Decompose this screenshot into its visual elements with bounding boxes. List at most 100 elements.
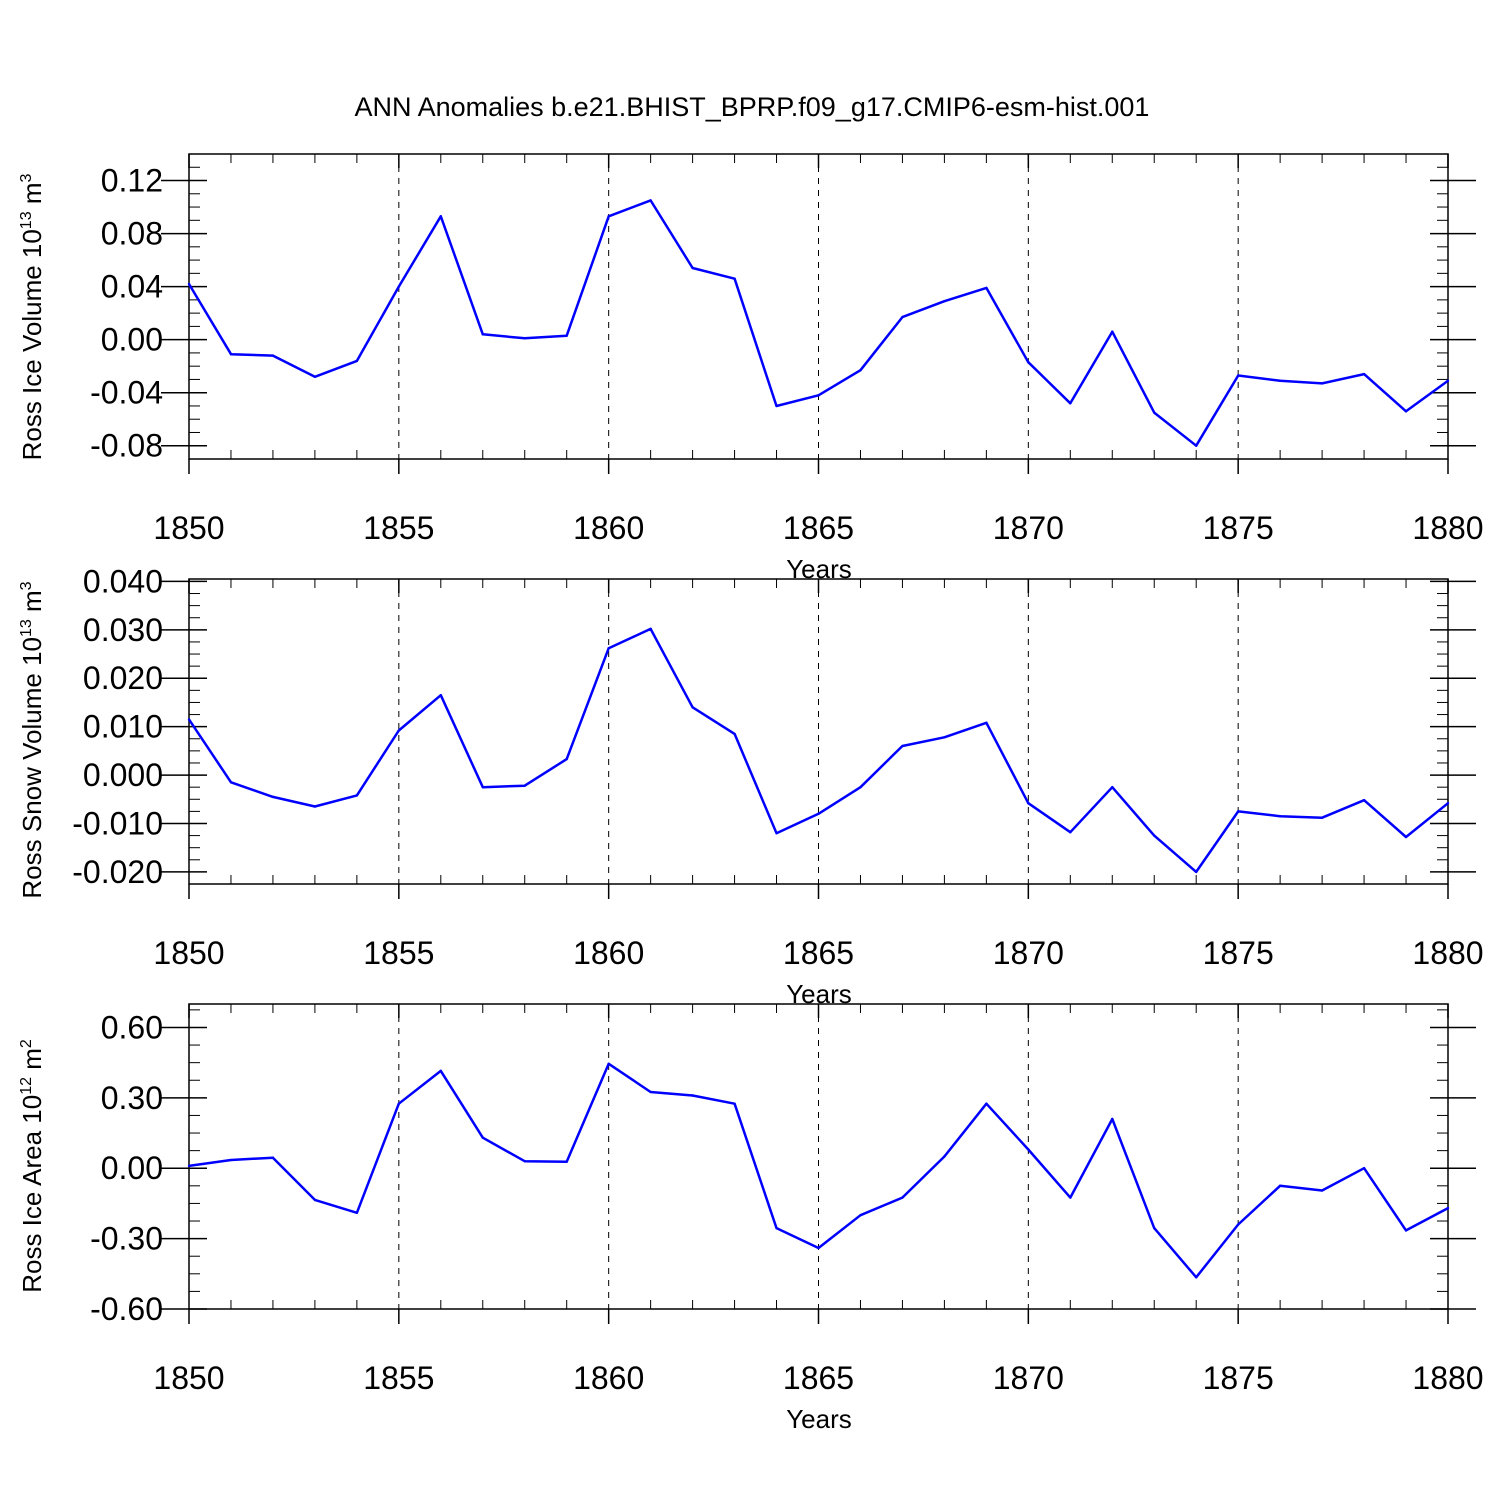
chart-panel-2: 1850 1855 1860 1865 1870 1875 1880 -0.020 -0.010… <box>17 563 1484 1009</box>
data-point <box>985 286 988 290</box>
data-point <box>817 394 820 397</box>
data-point <box>901 1196 904 1199</box>
x-tick-label: 1855 <box>363 935 434 971</box>
y-tick-label: -0.04 <box>90 375 163 411</box>
data-point <box>1069 1196 1072 1199</box>
data-point <box>313 375 317 378</box>
data-point <box>1236 374 1240 377</box>
data-point <box>817 812 820 816</box>
chart-panel-3: 1850 1855 1860 1865 1870 1875 1880 -0.60 -0.30 0.… <box>17 1003 1484 1434</box>
data-point <box>229 353 233 356</box>
data-point <box>1404 410 1408 413</box>
data-point <box>733 732 736 736</box>
data-point <box>1153 411 1156 414</box>
data-point <box>1069 830 1072 834</box>
y-tick-label: 0.020 <box>83 660 163 696</box>
y-axis-label: Ross Snow Volume 1013 m3 <box>17 581 47 898</box>
data-point <box>691 706 694 709</box>
data-point <box>1404 1229 1408 1232</box>
data-point <box>775 1226 778 1230</box>
plot-frame <box>188 153 1449 460</box>
data-point <box>1320 1189 1324 1192</box>
y-tick-label: 0.000 <box>83 757 163 793</box>
data-point <box>1446 379 1450 382</box>
y-tick-label: -0.08 <box>90 428 163 464</box>
data-point <box>859 368 862 372</box>
data-point <box>733 1102 736 1105</box>
x-tick-label: 1875 <box>1203 510 1274 546</box>
data-point <box>943 299 946 303</box>
y-tick-label: 0.04 <box>101 269 163 305</box>
y-tick-label: 0.00 <box>101 1150 163 1186</box>
data-point <box>355 1211 359 1215</box>
x-tick-label: 1865 <box>783 1360 854 1396</box>
y-tick-label: -0.020 <box>72 854 163 890</box>
data-point <box>733 277 736 280</box>
x-tick-label: 1870 <box>993 1360 1064 1396</box>
data-point <box>397 1102 401 1105</box>
data-point <box>271 795 275 799</box>
data-point <box>523 784 526 787</box>
data-point <box>1027 801 1030 805</box>
x-tick-label: 1860 <box>573 935 644 971</box>
data-point <box>565 1160 568 1163</box>
data-point <box>607 1062 610 1066</box>
data-point <box>565 757 568 761</box>
data-point <box>1362 799 1366 802</box>
data-point <box>187 282 191 286</box>
data-point <box>1069 402 1072 405</box>
data-point <box>1027 1148 1030 1151</box>
y-tick-label: -0.30 <box>90 1221 163 1257</box>
x-tick-label: 1855 <box>363 510 434 546</box>
data-point <box>859 785 862 789</box>
y-tick-label: 0.12 <box>101 163 163 199</box>
data-point <box>901 744 904 748</box>
data-point <box>565 334 568 337</box>
y-axis-label: Ross Ice Volume 1013 m3 <box>17 173 47 460</box>
data-point <box>1278 1184 1282 1188</box>
x-tick-label: 1880 <box>1412 510 1483 546</box>
data-point <box>1153 834 1156 837</box>
x-tick-label: 1860 <box>573 1360 644 1396</box>
x-tick-label: 1875 <box>1203 1360 1274 1396</box>
x-axis-label: Years <box>786 1404 852 1434</box>
y-axis-label: Ross Ice Area 1012 m2 <box>17 1039 47 1293</box>
data-point <box>481 785 484 789</box>
x-tick-label: 1875 <box>1203 935 1274 971</box>
y-tick-label: -0.60 <box>90 1291 163 1327</box>
data-point <box>607 215 610 218</box>
y-tick-label: 0.08 <box>101 216 163 252</box>
data-point <box>1278 815 1282 818</box>
data-point <box>775 831 778 835</box>
data-point <box>523 1159 526 1163</box>
data-point <box>649 627 652 631</box>
data-point <box>1236 810 1240 813</box>
data-point <box>481 333 484 336</box>
data-point <box>649 199 652 202</box>
data-point <box>271 354 275 357</box>
data-point <box>313 1198 317 1202</box>
data-point <box>817 1246 820 1250</box>
data-point <box>775 404 778 408</box>
x-tick-label: 1865 <box>783 935 854 971</box>
x-tick-label: 1865 <box>783 510 854 546</box>
x-tick-label: 1880 <box>1412 935 1483 971</box>
data-point <box>691 1094 694 1097</box>
data-point <box>1404 835 1408 839</box>
y-tick-label: 0.60 <box>101 1009 163 1045</box>
data-point <box>481 1136 484 1139</box>
x-tick-label: 1855 <box>363 1360 434 1396</box>
data-point <box>1446 801 1450 805</box>
y-tick-label: 0.040 <box>83 563 163 599</box>
data-point <box>397 285 401 288</box>
x-tick-label: 1850 <box>153 510 224 546</box>
data-point <box>1195 1276 1198 1279</box>
data-point <box>229 781 233 784</box>
data-point <box>313 805 317 808</box>
data-point <box>943 736 946 739</box>
data-point <box>187 718 191 721</box>
data-point <box>901 315 904 319</box>
x-tick-label: 1880 <box>1412 1360 1483 1396</box>
figure-title: ANN Anomalies b.e21.BHIST_BPRP.f09_g17.C… <box>355 92 1150 122</box>
